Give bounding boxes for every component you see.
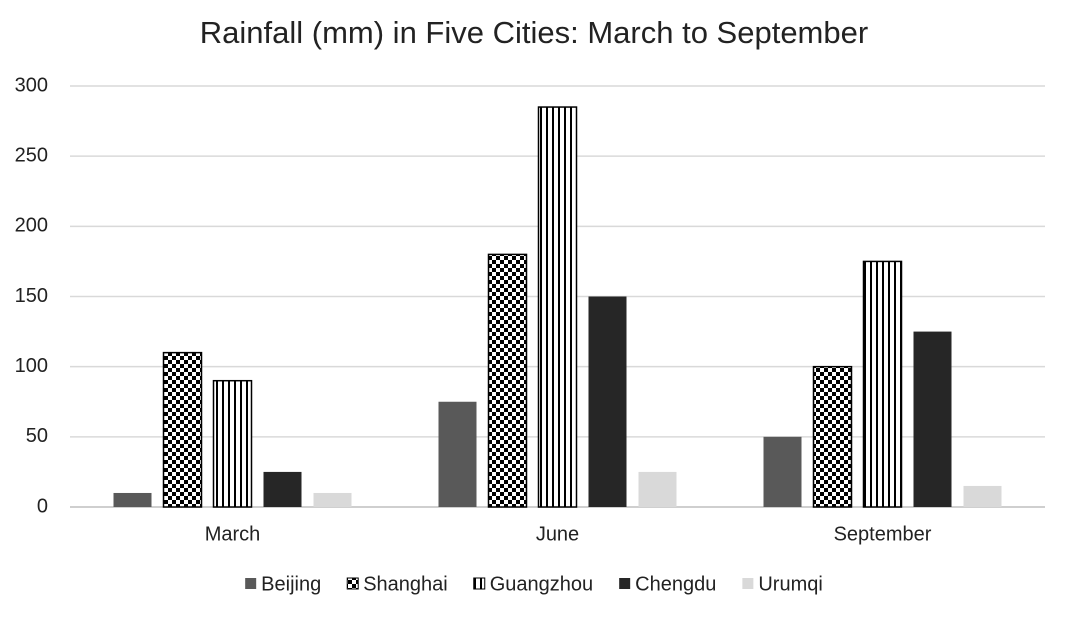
- y-tick-label: 150: [15, 285, 48, 307]
- bar: [162, 351, 203, 508]
- bar: [263, 471, 302, 507]
- y-tick-label: 200: [15, 215, 48, 237]
- bar: [913, 331, 952, 507]
- bar: [113, 492, 152, 507]
- x-tick-label: March: [205, 523, 261, 545]
- legend-marker: [619, 578, 631, 589]
- bar: [537, 106, 578, 508]
- legend-label: Beijing: [261, 573, 321, 595]
- bar: [212, 379, 253, 508]
- legend-label: Guangzhou: [490, 573, 593, 595]
- legend-marker: [742, 578, 754, 589]
- bar: [588, 296, 627, 507]
- y-tick-label: 50: [26, 425, 48, 447]
- bar: [963, 485, 1002, 507]
- bar: [862, 260, 903, 508]
- y-tick-label: 250: [15, 144, 48, 166]
- legend-label: Chengdu: [635, 573, 716, 595]
- legend-label: Shanghai: [363, 573, 448, 595]
- bar: [487, 253, 528, 508]
- bar: [763, 436, 802, 507]
- legend-label: Urumqi: [758, 573, 822, 595]
- chart-title: Rainfall (mm) in Five Cities: March to S…: [200, 15, 868, 50]
- y-tick-label: 0: [37, 495, 48, 517]
- legend-marker: [346, 577, 359, 590]
- legend-marker: [473, 577, 486, 590]
- x-tick-label: September: [834, 523, 932, 545]
- x-tick-label: June: [536, 523, 579, 545]
- y-tick-label: 100: [15, 355, 48, 377]
- bar: [638, 471, 677, 507]
- bar: [812, 365, 853, 508]
- bar: [313, 492, 352, 507]
- legend-marker: [245, 578, 257, 589]
- bar: [438, 401, 477, 507]
- y-tick-label: 300: [15, 74, 48, 96]
